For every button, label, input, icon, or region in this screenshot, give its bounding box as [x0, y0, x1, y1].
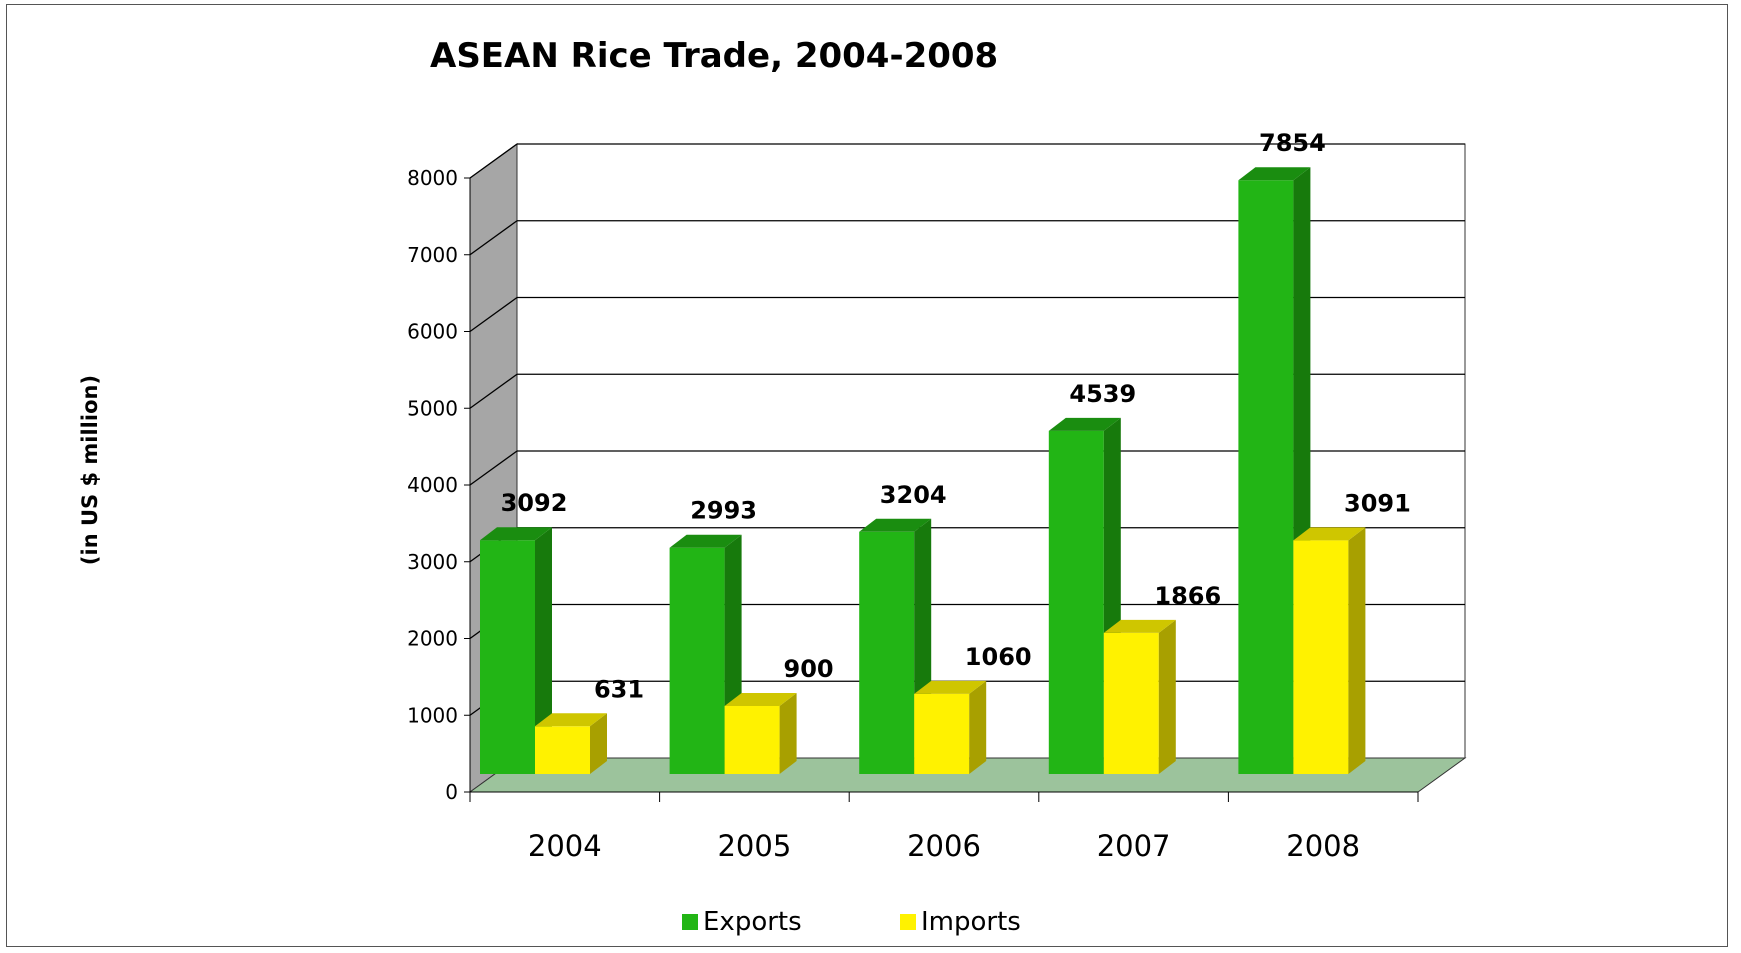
bar-top-exports-2004 [480, 527, 552, 541]
bar-side-imports-2005 [779, 692, 797, 774]
y-tick-label: 3000 [407, 550, 458, 574]
bar-top-imports-2006 [914, 680, 987, 694]
gridline-side [469, 296, 518, 333]
bar-exports-2006 [859, 531, 915, 774]
bar-imports-2005 [724, 705, 780, 774]
y-tick-label: 5000 [407, 396, 458, 420]
y-tick-label: 6000 [407, 320, 458, 344]
x-axis: 2004 2005 2006 2007 2008 [469, 791, 1419, 863]
bar-exports-2004 [480, 540, 535, 774]
bar-imports-2007 [1103, 632, 1159, 774]
bar-top-exports-2005 [669, 534, 742, 548]
data-label-exports-2005: 2993 [690, 497, 757, 525]
gridline-side [469, 450, 518, 486]
y-tick-label: 0 [445, 780, 458, 804]
data-label-imports-2006: 1060 [965, 643, 1032, 671]
bar-side-imports-2006 [969, 680, 987, 774]
data-label-imports-2004: 631 [594, 675, 644, 703]
bar-side-imports-2007 [1158, 619, 1176, 774]
x-tick-label: 2008 [1286, 829, 1360, 863]
data-label-imports-2007: 1866 [1154, 582, 1221, 610]
bars [480, 167, 1366, 774]
y-axis-label: (in US $ million) [78, 375, 102, 565]
bar-top-exports-2007 [1048, 417, 1121, 431]
x-tick-label: 2006 [907, 829, 981, 863]
chart-frame: ASEAN Rice Trade, 2004-2008 0 1000 2000 300… [6, 4, 1728, 947]
bar-imports-2006 [914, 693, 970, 774]
x-tick-label: 2005 [717, 829, 791, 863]
gridline-side [469, 220, 518, 256]
bar-side-imports-2008 [1348, 527, 1366, 774]
legend-swatch-exports [682, 914, 698, 930]
bar-top-exports-2008 [1238, 167, 1311, 181]
bar-top-exports-2006 [859, 518, 932, 532]
bar-imports-2004 [535, 726, 590, 774]
y-tick-label: 2000 [407, 627, 458, 651]
bar-top-imports-2005 [724, 692, 797, 706]
bar-top-imports-2008 [1293, 527, 1366, 541]
bar-side-imports-2004 [590, 713, 607, 774]
bar-side-exports-2004 [535, 527, 552, 774]
data-label-exports-2008: 7854 [1259, 129, 1326, 157]
data-label-exports-2004: 3092 [501, 489, 568, 517]
data-label-imports-2005: 900 [784, 655, 834, 683]
bar-top-imports-2004 [535, 713, 607, 727]
legend-swatch-imports [900, 914, 916, 930]
legend-label-exports: Exports [703, 907, 802, 937]
gridline-side [469, 373, 518, 409]
y-tick-label: 4000 [407, 473, 458, 497]
data-label-exports-2007: 4539 [1069, 380, 1136, 408]
legend: Exports Imports [682, 907, 1021, 937]
legend-label-imports: Imports [921, 907, 1021, 937]
data-label-exports-2006: 3204 [880, 481, 947, 509]
bar-exports-2007 [1048, 430, 1104, 774]
y-tick-label: 7000 [407, 243, 458, 267]
y-tick-label: 8000 [407, 166, 458, 190]
y-tick-label: 1000 [407, 703, 458, 727]
bar-exports-2005 [669, 547, 725, 774]
y-axis: 0 1000 2000 3000 4000 5000 6000 7000 8000 [407, 166, 471, 804]
bar-chart: ASEAN Rice Trade, 2004-2008 0 1000 2000 300… [78, 36, 1467, 937]
bar-imports-2008 [1293, 540, 1349, 774]
x-tick-label: 2007 [1097, 829, 1171, 863]
bar-exports-2008 [1238, 180, 1294, 774]
data-labels: 3092 631 2993 900 3204 1060 4539 1866 7854 3091 [501, 129, 1411, 703]
bar-top-imports-2007 [1103, 619, 1176, 633]
data-label-imports-2008: 3091 [1344, 489, 1411, 517]
chart-title: ASEAN Rice Trade, 2004-2008 [430, 36, 998, 76]
x-tick-label: 2004 [528, 829, 602, 863]
gridline-side [469, 143, 518, 179]
